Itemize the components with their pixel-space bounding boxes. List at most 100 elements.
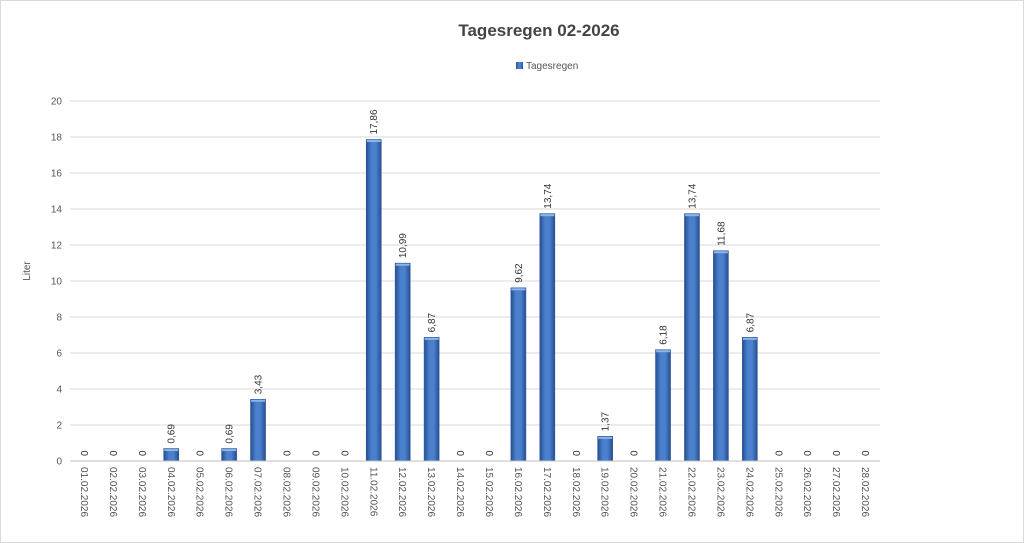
bar-highlight bbox=[713, 251, 728, 254]
x-tick-label: 18.02.2026 bbox=[570, 467, 581, 517]
bar bbox=[539, 213, 556, 462]
x-tick-label: 22.02.2026 bbox=[685, 467, 696, 517]
x-tick-label: 24.02.2026 bbox=[743, 467, 754, 517]
data-label: 0 bbox=[774, 450, 785, 456]
x-tick-label: 16.02.2026 bbox=[512, 467, 523, 517]
x-tick-label: 10.02.2026 bbox=[338, 467, 349, 517]
x-tick-label: 04.02.2026 bbox=[165, 467, 176, 517]
data-label: 0,69 bbox=[167, 424, 178, 444]
y-tick-label: 2 bbox=[56, 421, 62, 432]
bar bbox=[655, 349, 671, 462]
x-tick-label: 07.02.2026 bbox=[252, 467, 263, 517]
data-label: 0 bbox=[572, 450, 583, 456]
data-label: 0 bbox=[803, 450, 814, 456]
data-label: 9,62 bbox=[514, 263, 525, 283]
data-label: 6,87 bbox=[427, 312, 438, 332]
y-tick-label: 14 bbox=[51, 205, 63, 216]
data-label: 0 bbox=[861, 450, 872, 456]
data-label: 0 bbox=[80, 450, 91, 456]
bar bbox=[684, 213, 700, 462]
data-label: 13,74 bbox=[687, 183, 698, 208]
bar-highlight bbox=[366, 140, 381, 143]
data-label: 17,86 bbox=[369, 109, 380, 134]
bar-highlight bbox=[511, 288, 526, 291]
x-tick-label: 09.02.2026 bbox=[309, 467, 320, 517]
x-tick-label: 01.02.2026 bbox=[78, 467, 89, 517]
data-label: 0 bbox=[196, 450, 207, 456]
bar-highlight bbox=[598, 436, 613, 439]
x-tick-label: 25.02.2026 bbox=[772, 467, 783, 517]
y-axis-label: Liter bbox=[22, 261, 33, 281]
data-label: 6,87 bbox=[745, 312, 756, 332]
bar-highlight bbox=[684, 214, 699, 217]
x-tick-label: 03.02.2026 bbox=[136, 467, 147, 517]
y-tick-label: 8 bbox=[56, 313, 62, 324]
y-axis-ticks: 0 2 4 6 8 10 12 14 16 18 20 bbox=[51, 97, 63, 468]
x-tick-label: 08.02.2026 bbox=[280, 467, 291, 517]
y-tick-label: 4 bbox=[56, 385, 62, 396]
x-tick-label: 14.02.2026 bbox=[454, 467, 465, 517]
bar-highlight bbox=[424, 337, 439, 340]
data-label: 0 bbox=[311, 450, 322, 456]
x-tick-label: 28.02.2026 bbox=[859, 467, 870, 517]
data-label: 6,18 bbox=[659, 325, 670, 345]
legend: Tagesregen bbox=[516, 61, 578, 72]
bar bbox=[250, 398, 266, 462]
y-tick-label: 18 bbox=[51, 133, 63, 144]
data-label: 3,43 bbox=[254, 374, 265, 394]
data-label: 0 bbox=[138, 450, 149, 456]
data-label: 0,69 bbox=[225, 424, 236, 444]
x-tick-label: 11.02.2026 bbox=[367, 467, 378, 517]
x-axis-ticks: 01.02.2026 02.02.2026 03.02.2026 04.02.2026… bbox=[78, 467, 870, 517]
bar-highlight bbox=[656, 350, 671, 353]
bar bbox=[365, 139, 382, 462]
data-label: 13,74 bbox=[543, 183, 554, 208]
y-tick-label: 12 bbox=[51, 241, 63, 252]
x-tick-label: 13.02.2026 bbox=[425, 467, 436, 517]
chart-title: Tagesregen 02-2026 bbox=[458, 21, 619, 40]
bar bbox=[597, 436, 613, 462]
x-tick-label: 21.02.2026 bbox=[657, 467, 668, 517]
data-label: 0 bbox=[456, 450, 467, 456]
y-tick-label: 20 bbox=[51, 97, 63, 108]
data-label: 0 bbox=[630, 450, 641, 456]
x-tick-label: 15.02.2026 bbox=[483, 467, 494, 517]
bar bbox=[510, 287, 527, 462]
x-tick-label: 27.02.2026 bbox=[830, 467, 841, 517]
data-label: 0 bbox=[832, 450, 843, 456]
x-tick-label: 12.02.2026 bbox=[396, 467, 407, 517]
bar bbox=[713, 250, 729, 462]
data-label: 11,68 bbox=[716, 221, 727, 246]
bar-highlight bbox=[251, 399, 266, 402]
x-tick-label: 23.02.2026 bbox=[714, 467, 725, 517]
x-tick-label: 17.02.2026 bbox=[541, 467, 552, 517]
x-tick-label: 05.02.2026 bbox=[194, 467, 205, 517]
data-labels: 0 0 0 0,69 0 0,69 3,43 0 0 0 17,86 10,99 6,87 0 0 9,62 1… bbox=[80, 109, 872, 456]
data-label: 0 bbox=[282, 450, 293, 456]
data-label: 10,99 bbox=[398, 233, 409, 258]
bar bbox=[742, 337, 758, 462]
data-label: 0 bbox=[109, 450, 120, 456]
bar bbox=[423, 337, 440, 462]
y-tick-label: 0 bbox=[56, 457, 62, 468]
data-label: 1,37 bbox=[601, 411, 612, 431]
y-tick-label: 6 bbox=[56, 349, 62, 360]
x-tick-label: 26.02.2026 bbox=[801, 467, 812, 517]
bar-highlight bbox=[395, 263, 410, 266]
x-tick-label: 02.02.2026 bbox=[107, 467, 118, 517]
legend-label: Tagesregen bbox=[526, 61, 578, 72]
bars bbox=[163, 139, 758, 462]
y-tick-label: 16 bbox=[51, 169, 63, 180]
bar-highlight bbox=[742, 337, 757, 340]
gridlines bbox=[70, 100, 880, 426]
bar-highlight bbox=[164, 449, 179, 452]
bar bbox=[394, 262, 411, 462]
x-tick-label: 19.02.2026 bbox=[599, 467, 610, 517]
legend-swatch bbox=[516, 62, 523, 69]
bar-highlight bbox=[540, 214, 555, 217]
data-label: 0 bbox=[485, 450, 496, 456]
x-tick-label: 06.02.2026 bbox=[223, 467, 234, 517]
y-tick-label: 10 bbox=[51, 277, 63, 288]
data-label: 0 bbox=[340, 450, 351, 456]
